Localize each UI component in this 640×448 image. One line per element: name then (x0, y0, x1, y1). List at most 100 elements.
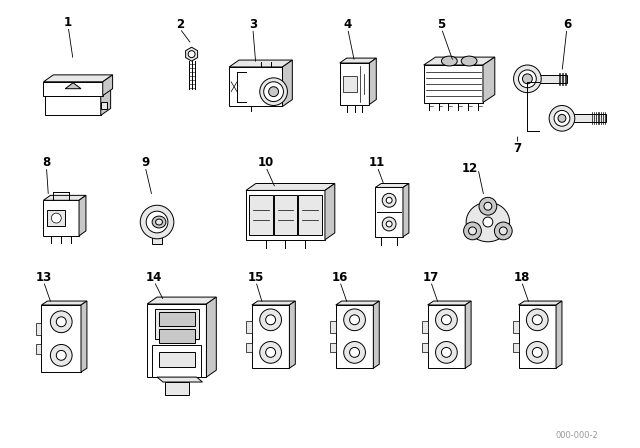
Circle shape (484, 202, 492, 210)
Text: 6: 6 (563, 18, 571, 31)
Polygon shape (336, 305, 373, 368)
Polygon shape (340, 63, 369, 104)
Circle shape (51, 345, 72, 366)
Circle shape (468, 227, 476, 235)
Polygon shape (273, 195, 298, 235)
Ellipse shape (522, 74, 532, 84)
Polygon shape (424, 57, 495, 65)
Polygon shape (424, 65, 483, 103)
Circle shape (442, 348, 451, 358)
Circle shape (436, 309, 457, 331)
Polygon shape (325, 184, 335, 240)
Polygon shape (159, 329, 195, 343)
Circle shape (188, 51, 195, 58)
Text: 15: 15 (248, 271, 264, 284)
Polygon shape (165, 382, 189, 395)
Bar (152, 237, 162, 244)
Ellipse shape (554, 110, 570, 126)
Bar (246, 321, 252, 332)
Text: 5: 5 (437, 18, 445, 31)
Polygon shape (229, 60, 292, 67)
Polygon shape (556, 301, 562, 368)
Circle shape (483, 217, 493, 227)
Ellipse shape (156, 219, 163, 225)
Polygon shape (152, 345, 202, 377)
Polygon shape (44, 195, 86, 200)
Polygon shape (207, 297, 216, 377)
Circle shape (349, 348, 360, 358)
Polygon shape (45, 95, 100, 116)
Circle shape (463, 222, 481, 240)
Polygon shape (518, 301, 562, 305)
Polygon shape (289, 301, 295, 368)
Circle shape (266, 315, 276, 325)
Polygon shape (340, 58, 376, 63)
Circle shape (51, 311, 72, 332)
Text: 3: 3 (249, 18, 257, 31)
Ellipse shape (461, 56, 477, 66)
Ellipse shape (260, 78, 287, 105)
Bar (422, 343, 428, 353)
Polygon shape (518, 305, 556, 368)
Polygon shape (246, 190, 325, 240)
Polygon shape (103, 75, 113, 95)
Ellipse shape (513, 65, 541, 93)
Ellipse shape (264, 82, 284, 102)
Circle shape (386, 221, 392, 227)
Polygon shape (44, 82, 103, 95)
Polygon shape (81, 301, 87, 372)
Ellipse shape (269, 87, 278, 97)
Text: 9: 9 (141, 156, 149, 169)
Bar (100, 102, 107, 109)
Polygon shape (375, 184, 409, 187)
Text: 7: 7 (513, 142, 522, 155)
Polygon shape (252, 305, 289, 368)
Polygon shape (369, 58, 376, 104)
Circle shape (436, 341, 457, 363)
Circle shape (56, 317, 66, 327)
Ellipse shape (152, 216, 166, 228)
Bar (246, 343, 252, 353)
Polygon shape (42, 301, 87, 305)
Circle shape (479, 197, 497, 215)
Polygon shape (65, 83, 81, 89)
Polygon shape (483, 57, 495, 103)
Circle shape (499, 227, 508, 235)
Polygon shape (252, 301, 295, 305)
Circle shape (382, 194, 396, 207)
Polygon shape (100, 89, 111, 116)
Polygon shape (282, 60, 292, 107)
Bar (36, 345, 42, 354)
Bar (330, 321, 336, 332)
Polygon shape (186, 47, 198, 61)
Text: 2: 2 (176, 18, 184, 31)
Polygon shape (44, 200, 79, 236)
Polygon shape (147, 297, 216, 304)
Text: 18: 18 (513, 271, 530, 284)
Circle shape (382, 217, 396, 231)
Ellipse shape (140, 205, 174, 239)
Polygon shape (229, 67, 282, 107)
Circle shape (260, 341, 282, 363)
Bar (159, 353, 195, 367)
Ellipse shape (558, 114, 566, 122)
Polygon shape (159, 312, 195, 326)
Text: 13: 13 (35, 271, 52, 284)
Polygon shape (298, 195, 322, 235)
Polygon shape (465, 301, 471, 368)
Polygon shape (336, 301, 380, 305)
Text: 1: 1 (64, 16, 72, 29)
Text: 14: 14 (146, 271, 163, 284)
Text: 10: 10 (257, 156, 274, 169)
Circle shape (56, 350, 66, 360)
Polygon shape (375, 187, 403, 237)
Polygon shape (403, 184, 409, 237)
Circle shape (349, 315, 360, 325)
Circle shape (51, 213, 61, 223)
Polygon shape (428, 301, 471, 305)
Text: 11: 11 (369, 156, 385, 169)
Circle shape (442, 315, 451, 325)
Polygon shape (45, 89, 111, 95)
Circle shape (527, 309, 548, 331)
Polygon shape (47, 210, 65, 226)
